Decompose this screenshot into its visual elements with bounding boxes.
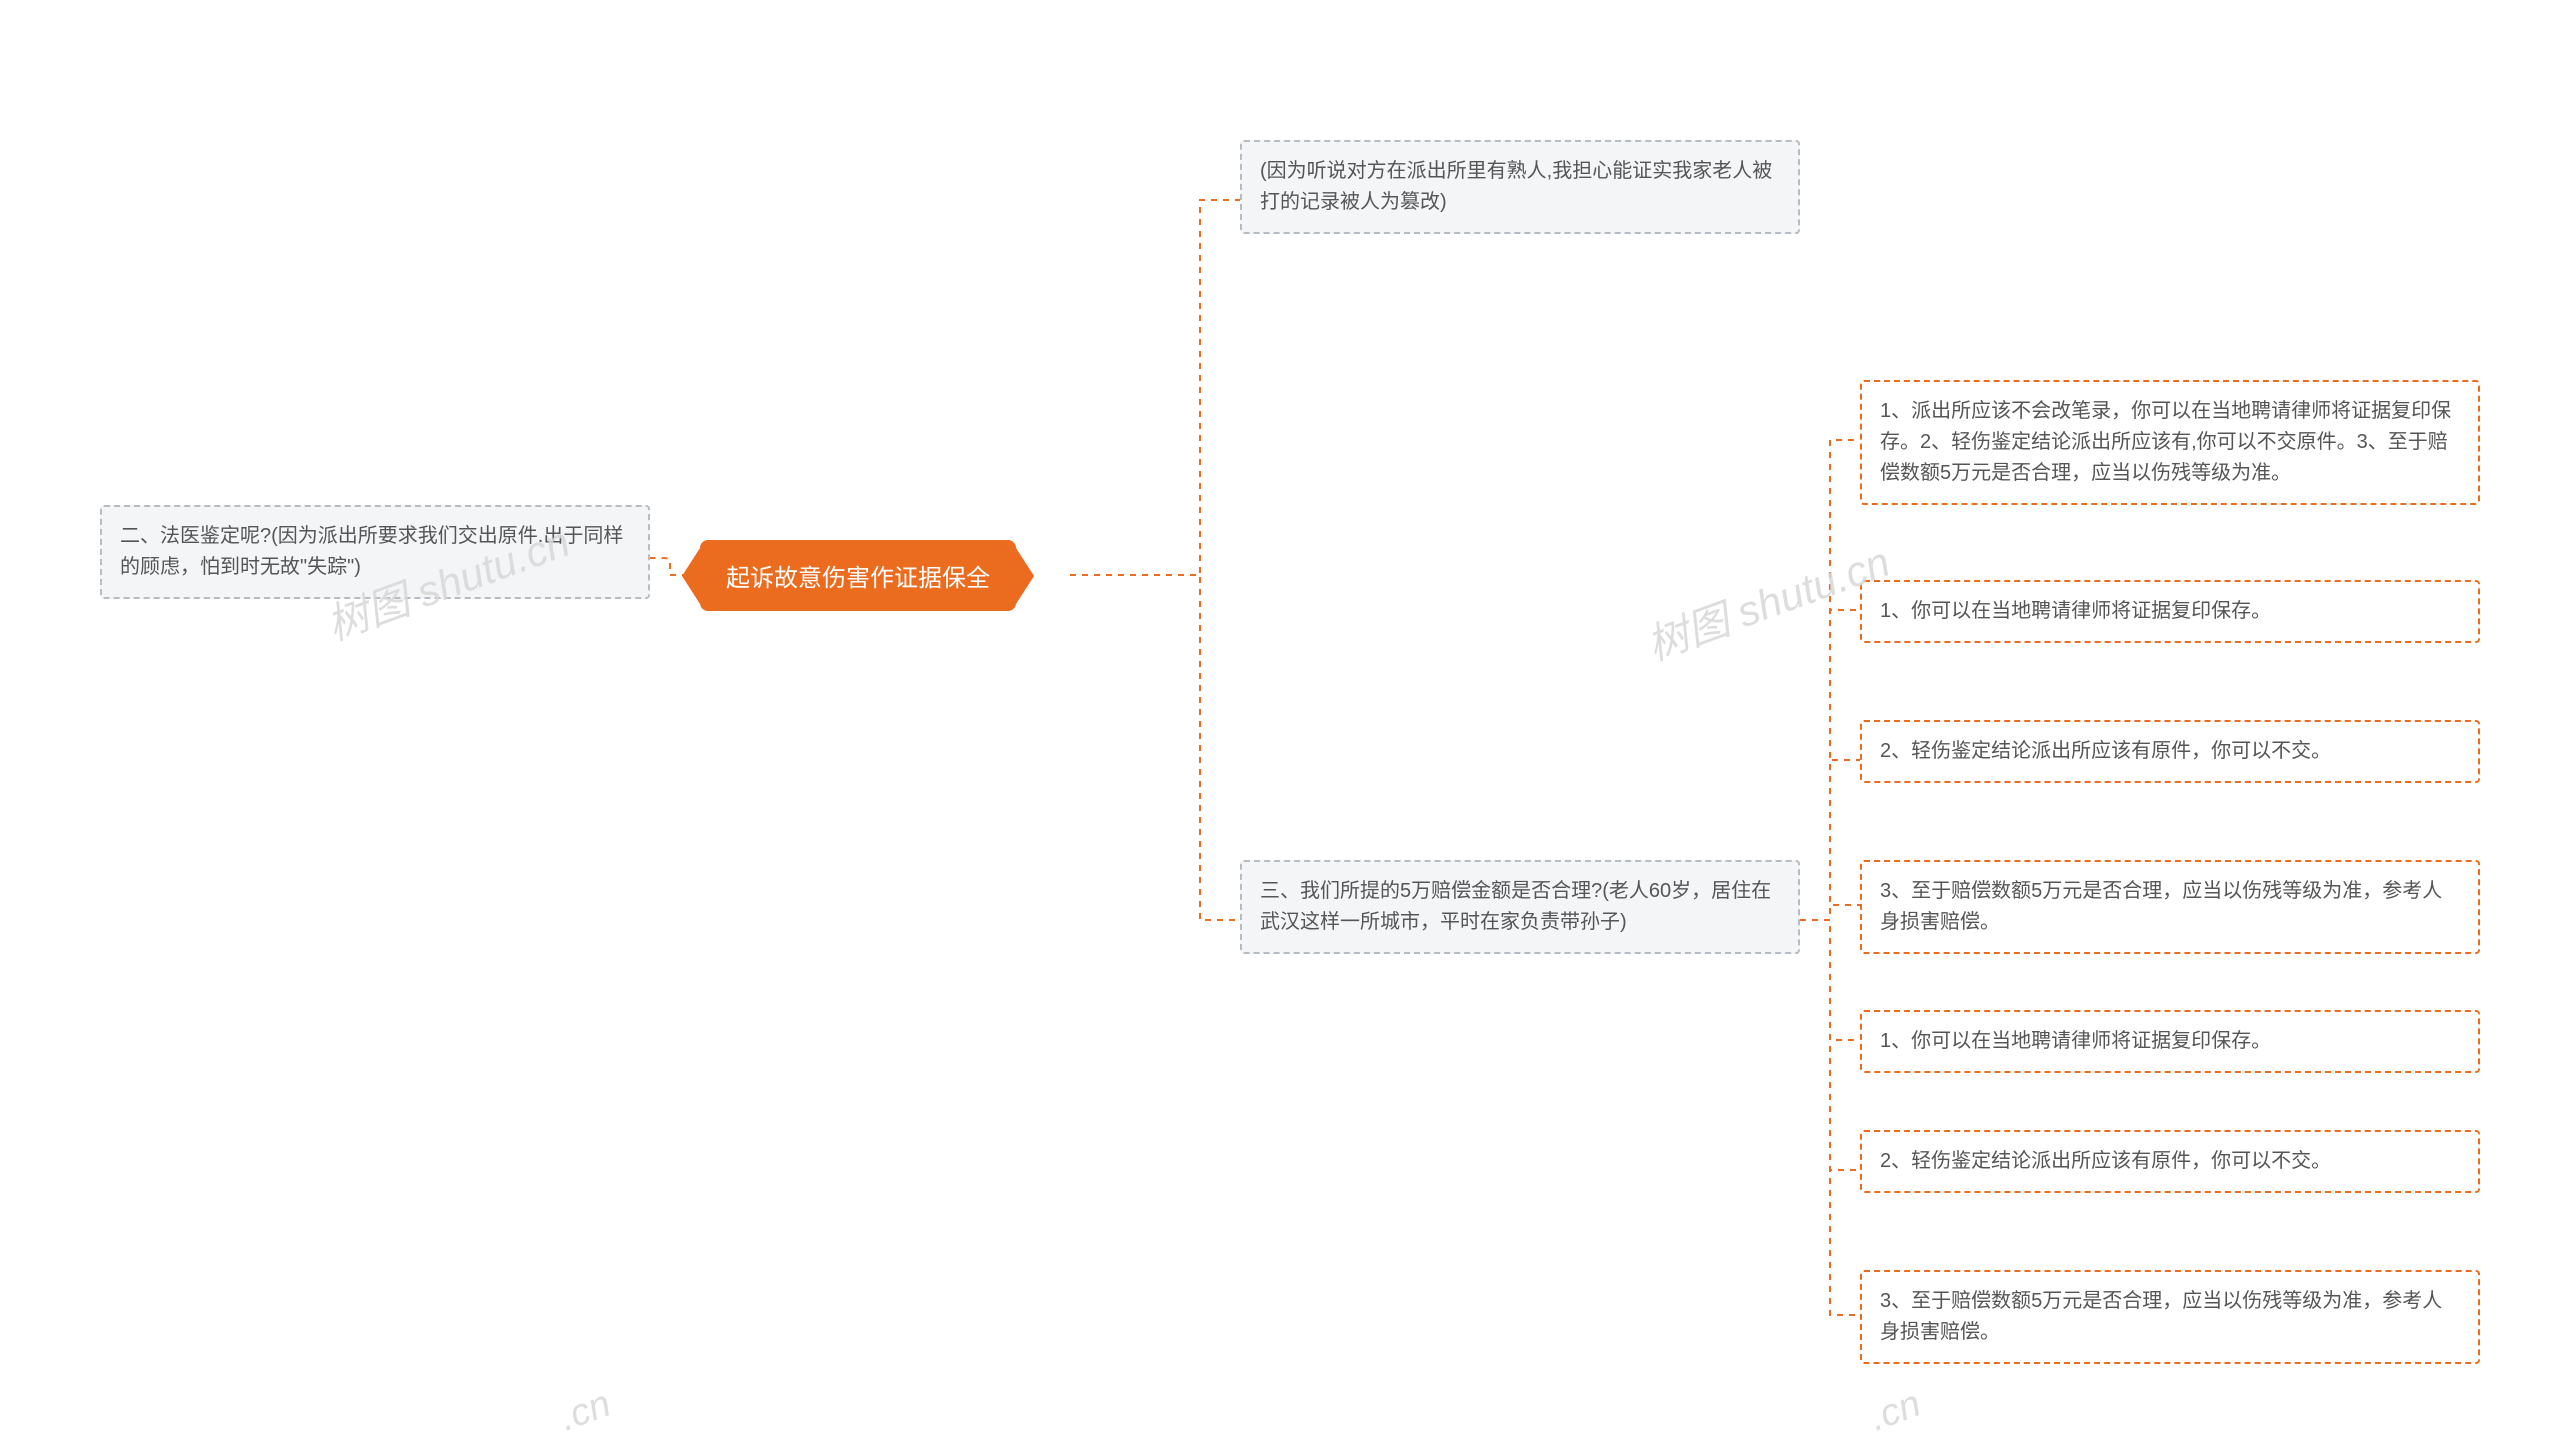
root-label: 起诉故意伤害作证据保全 — [726, 565, 990, 592]
edge-root-r1 — [1070, 200, 1240, 575]
node-label: 2、轻伤鉴定结论派出所应该有原件，你可以不交。 — [1880, 740, 2331, 762]
edge-r2-c6 — [1800, 920, 1860, 1315]
edge-r2-c3 — [1800, 905, 1860, 920]
edge-r2-c1 — [1800, 610, 1860, 920]
root-node[interactable]: 起诉故意伤害作证据保全 — [700, 540, 1016, 611]
watermark: .cn — [554, 1383, 616, 1440]
edge-r2-c4 — [1800, 920, 1860, 1040]
node-label: 3、至于赔偿数额5万元是否合理，应当以伤残等级为准，参考人身损害赔偿。 — [1880, 880, 2442, 933]
right-child-0[interactable]: (因为听说对方在派出所里有熟人,我担心能证实我家老人被打的记录被人为篡改) — [1240, 140, 1800, 234]
leaf-5[interactable]: 2、轻伤鉴定结论派出所应该有原件，你可以不交。 — [1860, 1130, 2480, 1193]
edge-root-r2 — [1070, 575, 1240, 920]
node-label: 2、轻伤鉴定结论派出所应该有原件，你可以不交。 — [1880, 1150, 2331, 1172]
leaf-4[interactable]: 1、你可以在当地聘请律师将证据复印保存。 — [1860, 1010, 2480, 1073]
node-label: 1、你可以在当地聘请律师将证据复印保存。 — [1880, 600, 2271, 622]
watermark: 树图 shutu.cn — [1637, 528, 1897, 672]
node-label: 二、法医鉴定呢?(因为派出所要求我们交出原件.出于同样的顾虑，怕到时无故"失踪"… — [120, 525, 623, 578]
node-label: 1、你可以在当地聘请律师将证据复印保存。 — [1880, 1030, 2271, 1052]
node-label: 1、派出所应该不会改笔录，你可以在当地聘请律师将证据复印保存。2、轻伤鉴定结论派… — [1880, 400, 2451, 484]
left-child-0[interactable]: 二、法医鉴定呢?(因为派出所要求我们交出原件.出于同样的顾虑，怕到时无故"失踪"… — [100, 505, 650, 599]
edge-r2-c0 — [1800, 440, 1860, 920]
leaf-1[interactable]: 1、你可以在当地聘请律师将证据复印保存。 — [1860, 580, 2480, 643]
leaf-2[interactable]: 2、轻伤鉴定结论派出所应该有原件，你可以不交。 — [1860, 720, 2480, 783]
mindmap-canvas: 起诉故意伤害作证据保全 二、法医鉴定呢?(因为派出所要求我们交出原件.出于同样的… — [0, 0, 2560, 1433]
edge-r2-c2 — [1800, 760, 1860, 920]
leaf-0[interactable]: 1、派出所应该不会改笔录，你可以在当地聘请律师将证据复印保存。2、轻伤鉴定结论派… — [1860, 380, 2480, 505]
node-label: (因为听说对方在派出所里有熟人,我担心能证实我家老人被打的记录被人为篡改) — [1260, 160, 1772, 213]
node-label: 三、我们所提的5万赔偿金额是否合理?(老人60岁，居住在武汉这样一所城市，平时在… — [1260, 880, 1771, 933]
leaf-3[interactable]: 3、至于赔偿数额5万元是否合理，应当以伤残等级为准，参考人身损害赔偿。 — [1860, 860, 2480, 954]
right-child-1[interactable]: 三、我们所提的5万赔偿金额是否合理?(老人60岁，居住在武汉这样一所城市，平时在… — [1240, 860, 1800, 954]
edge-r2-c5 — [1800, 920, 1860, 1170]
watermark: .cn — [1864, 1383, 1926, 1440]
leaf-6[interactable]: 3、至于赔偿数额5万元是否合理，应当以伤残等级为准，参考人身损害赔偿。 — [1860, 1270, 2480, 1364]
node-label: 3、至于赔偿数额5万元是否合理，应当以伤残等级为准，参考人身损害赔偿。 — [1880, 1290, 2442, 1343]
